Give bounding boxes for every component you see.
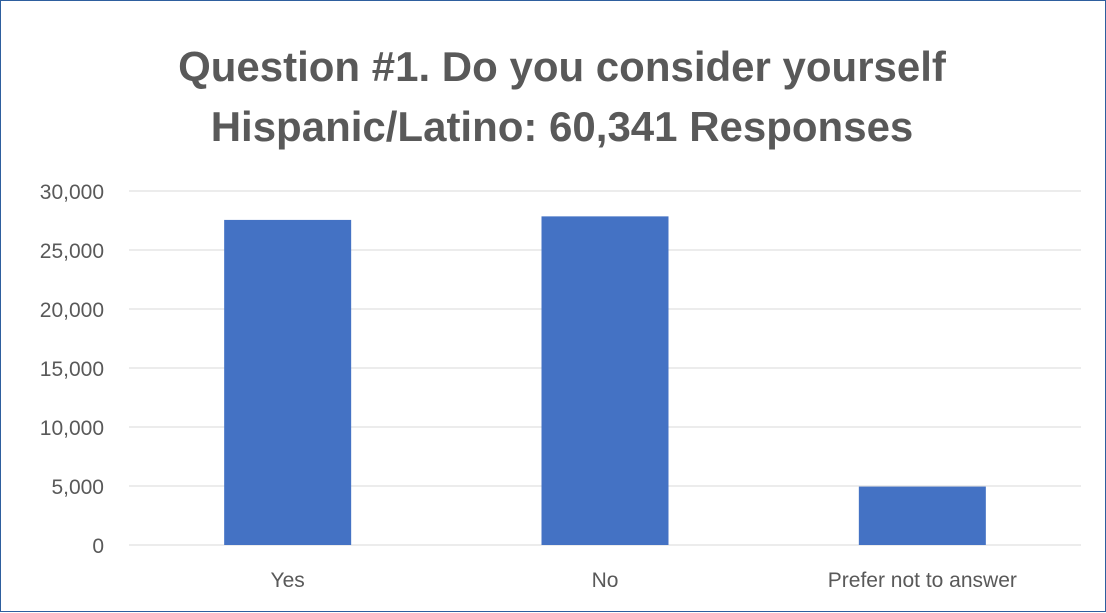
y-tick-label: 10,000 [40, 417, 104, 440]
bars [224, 216, 986, 545]
y-tick-label: 0 [92, 535, 104, 558]
x-category-label: No [592, 569, 619, 592]
x-axis-labels: Yes No Prefer not to answer [271, 569, 1017, 592]
y-axis-ticks: 0 5,000 10,000 15,000 20,000 25,000 30,000 [40, 181, 104, 558]
y-tick-label: 30,000 [40, 181, 104, 204]
bar-prefer-not-to-answer [858, 486, 986, 545]
y-tick-label: 5,000 [51, 476, 104, 499]
y-tick-label: 20,000 [40, 299, 104, 322]
bar-no [541, 216, 669, 545]
y-tick-label: 15,000 [40, 358, 104, 381]
x-category-label: Prefer not to answer [828, 569, 1017, 592]
bar-yes [224, 219, 352, 545]
x-category-label: Yes [271, 569, 305, 592]
chart-title-line-1: Question #1. Do you consider yourself [178, 43, 947, 90]
chart-title-line-2: Hispanic/Latino: 60,341 Responses [211, 103, 914, 150]
y-tick-label: 25,000 [40, 240, 104, 263]
